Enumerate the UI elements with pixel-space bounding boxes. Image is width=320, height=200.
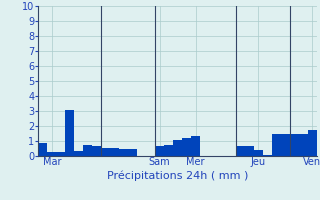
Bar (236, 146, 245, 156)
Bar (182, 138, 191, 156)
Bar (83, 145, 92, 156)
Bar (65, 110, 74, 156)
Bar (272, 134, 281, 156)
Bar (47, 152, 56, 156)
Bar (290, 134, 299, 156)
Bar (254, 150, 263, 156)
Bar (281, 134, 290, 156)
Bar (56, 152, 65, 156)
Bar (119, 148, 128, 156)
Bar (128, 148, 137, 156)
Bar (92, 146, 101, 156)
Bar (308, 130, 317, 156)
Bar (74, 151, 83, 156)
Bar (263, 154, 272, 156)
Bar (245, 146, 254, 156)
Bar (110, 148, 119, 156)
Bar (173, 140, 182, 156)
Bar (101, 148, 110, 156)
Bar (164, 145, 173, 156)
Bar (191, 136, 200, 156)
Bar (38, 142, 47, 156)
X-axis label: Précipitations 24h ( mm ): Précipitations 24h ( mm ) (107, 170, 248, 181)
Bar (155, 146, 164, 156)
Bar (299, 134, 308, 156)
